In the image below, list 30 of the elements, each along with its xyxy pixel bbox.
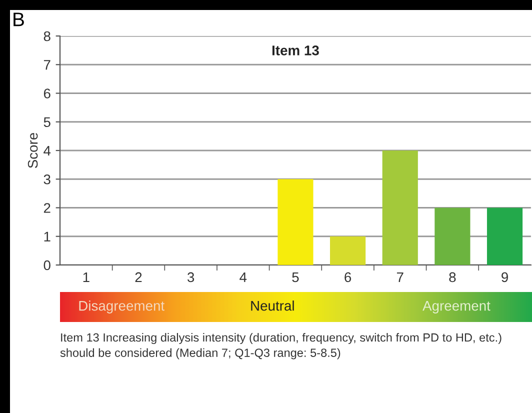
bar bbox=[382, 150, 418, 265]
x-tick-label: 6 bbox=[344, 272, 352, 282]
x-tick-label: 1 bbox=[83, 272, 90, 282]
y-tick-label: 3 bbox=[44, 174, 50, 184]
bar bbox=[278, 179, 314, 265]
bar bbox=[486, 208, 523, 265]
y-tick-label: 6 bbox=[44, 88, 50, 98]
text: B bbox=[14, 12, 24, 26]
text: Item 13 bbox=[272, 46, 319, 56]
y-tick-label: 4 bbox=[44, 146, 51, 156]
bar bbox=[434, 208, 470, 265]
x-tick-label: 5 bbox=[292, 272, 299, 282]
text: Agreement bbox=[422, 301, 490, 314]
y-tick-label: 7 bbox=[44, 60, 50, 70]
x-tick-label: 8 bbox=[449, 272, 456, 282]
x-tick-label: 9 bbox=[502, 272, 508, 282]
y-tick-label: 8 bbox=[44, 31, 50, 42]
y-tick-label: 5 bbox=[44, 117, 50, 128]
text: Disagreement bbox=[79, 300, 164, 314]
x-tick-label: 2 bbox=[135, 272, 142, 282]
bar bbox=[330, 236, 366, 265]
x-tick-label: 7 bbox=[396, 272, 404, 282]
y-tick-label: 0 bbox=[44, 260, 50, 270]
text: Neutral bbox=[251, 300, 294, 311]
y-tick-label: 2 bbox=[44, 203, 50, 213]
y-tick-label: 1 bbox=[44, 232, 50, 242]
text: Item 13 Increasing dialysis intensity (duration, frequency, switch from PD to HD, etc.) should be considered (Median 7; Q1-Q3 range: 5-8.5) bbox=[60, 333, 502, 360]
x-tick-label: 4 bbox=[240, 272, 247, 282]
x-tick-label: 3 bbox=[187, 272, 194, 282]
y-axis-title: Score bbox=[28, 132, 38, 168]
